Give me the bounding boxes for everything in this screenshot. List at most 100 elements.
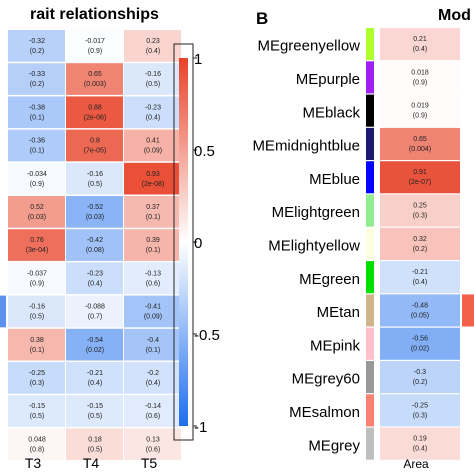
panel-b-partial-cell (462, 61, 474, 94)
panel-a-cell-pvalue: (0.5) (88, 446, 102, 453)
panel-b-partial-cell (462, 161, 474, 194)
panel-b-row-label: MEpink (310, 337, 361, 354)
panel-a-cell-pvalue: (0.9) (30, 280, 44, 287)
panel-a-cell-value: -0.034 (27, 171, 47, 178)
panel-a-cell-value: 0.23 (146, 38, 160, 45)
panel-a-partial-cell (0, 30, 6, 62)
panel-b-cell (380, 127, 460, 160)
panel-a-cell-value: 0.37 (146, 204, 160, 211)
panel-b-cells: 0.21 (0.4) 0.018 (0.9) 0.019 (0.9) 0.65 (0.004)… (380, 28, 474, 460)
panel-a-cell (8, 63, 65, 95)
panel-b-cell-pvalue: (0.4) (413, 446, 427, 453)
panel-a-cell (66, 295, 123, 328)
panel-a-cell-value: -0.088 (85, 304, 105, 311)
panel-b-partial-cell (462, 127, 474, 160)
panel-b-cell-pvalue: (0.4) (413, 279, 427, 286)
panel-a-cell (124, 229, 181, 261)
panel-a-cell (124, 262, 181, 295)
colorbar: 1 0.5 0 -0.5 -1 (173, 43, 220, 441)
panel-a-cell-value: -0.32 (29, 38, 45, 45)
panel-a-column-labels: T3 T4 T5 (25, 455, 158, 471)
panel-b-cell (380, 294, 460, 327)
panel-a-cell-pvalue: (0.02) (86, 347, 104, 354)
panel-b-module-color (366, 28, 374, 61)
panel-a-cell (8, 262, 65, 295)
panel-a-title: rait relationships (30, 6, 159, 23)
panel-a-cell-pvalue: (0.03) (86, 214, 104, 221)
panel-a-partial-cell (0, 362, 6, 394)
panel-a-cell-pvalue: (0.6) (146, 280, 160, 287)
panel-a-cell-pvalue: (0.4) (88, 280, 102, 287)
panel-a-cell-value: -0.52 (87, 204, 103, 211)
panel-a-partial-cell (0, 196, 6, 228)
panel-a-cell (124, 428, 181, 461)
panel-b-row-label: MEmidnightblue (252, 138, 360, 155)
panel-a-partial-cell (0, 295, 6, 328)
panel-b-cell-value: 0.018 (411, 69, 429, 76)
panel-b-row-label: MEgrey60 (292, 371, 360, 388)
panel-a-cell (66, 328, 123, 361)
panel-a-cell-pvalue: (0.6) (146, 446, 160, 453)
panel-a-cell-pvalue: (0.2) (30, 81, 44, 88)
colorbar-tick-label: 1 (194, 51, 202, 68)
panel-a-cell (124, 196, 181, 228)
panel-a-cell (66, 30, 123, 62)
panel-b-title: Mod (438, 7, 471, 24)
panel-a-cell-value: 0.048 (28, 436, 46, 443)
panel-a-cell-value: -0.2 (147, 370, 159, 377)
panel-a-cell-value: -0.36 (29, 138, 45, 145)
panel-b-partial-cell (462, 28, 474, 61)
panel-a-partial-cell (0, 395, 6, 427)
panel-b-letter: B (256, 9, 268, 28)
panel-a-cell (8, 129, 65, 162)
panel-a-cell-value: 0.18 (88, 436, 102, 443)
panel-a-cell-value: -0.25 (29, 370, 45, 377)
panel-b-partial-cell (462, 327, 474, 360)
colorbar-tick-label: 0 (194, 235, 202, 252)
panel-b-module-color (366, 227, 374, 260)
panel-b-cell-value: 0.019 (411, 103, 429, 110)
panel-a-cell (66, 262, 123, 295)
panel-a-cell-value: 0.52 (30, 204, 44, 211)
panel-a-cell-pvalue: (0.4) (146, 380, 160, 387)
panel-a-partial-cell (0, 229, 6, 261)
panel-a-cell-pvalue: (0.5) (88, 181, 102, 188)
panel-a-cell-pvalue: (0.1) (30, 148, 44, 155)
panel-b-column-labels: Area (403, 457, 429, 471)
panel-b-row-label: MEgrey (308, 437, 360, 454)
panel-b-cell-pvalue: (0.9) (413, 79, 427, 86)
panel-a-partial-cell (0, 96, 6, 129)
panel-b-module-color (366, 61, 374, 94)
panel-a-cell (66, 96, 123, 129)
panel-b-cell (380, 28, 460, 61)
panel-b-row-label: MEgreenyellow (257, 38, 360, 55)
panel-b-cell (380, 61, 460, 94)
panel-a-cell-pvalue: (3e-04) (26, 247, 49, 254)
panel-a-cell-value: 0.13 (146, 436, 160, 443)
panel-b-row-label: MEsalmon (289, 404, 360, 421)
panel-b-partial-cell (462, 194, 474, 227)
panel-a-cell (8, 96, 65, 129)
panel-a-cell (66, 362, 123, 394)
panel-a-cell-value: 0.41 (146, 138, 160, 145)
panel-a-column-label: T5 (141, 455, 158, 471)
panel-b-cell-value: 0.21 (413, 36, 427, 43)
panel-b-heatmap: B Mod MEgreenyellow MEpurple MEblack MEmidn… (252, 7, 474, 471)
panel-b-cell-pvalue: (0.02) (411, 346, 429, 353)
panel-b-module-color (366, 294, 374, 327)
panel-b-row-label: MEblue (309, 171, 360, 188)
panel-b-module-color (366, 394, 374, 427)
panel-a-cell-pvalue: (0.1) (30, 347, 44, 354)
panel-b-row-label: MEpurple (296, 71, 360, 88)
panel-b-row-label: MElightyellow (268, 237, 360, 254)
panel-b-cell-pvalue: (0.4) (413, 46, 427, 53)
panel-b-module-color (366, 194, 374, 227)
panel-b-cell-pvalue: (0.9) (413, 113, 427, 120)
panel-b-cell (380, 94, 460, 127)
panel-b-cell (380, 194, 460, 227)
panel-b-module-color (366, 361, 374, 394)
panel-b-module-color (366, 261, 374, 294)
panel-a-cell (66, 196, 123, 228)
panel-a-cell-pvalue: (0.5) (88, 413, 102, 420)
panel-a-cell-pvalue: (0.4) (146, 114, 160, 121)
